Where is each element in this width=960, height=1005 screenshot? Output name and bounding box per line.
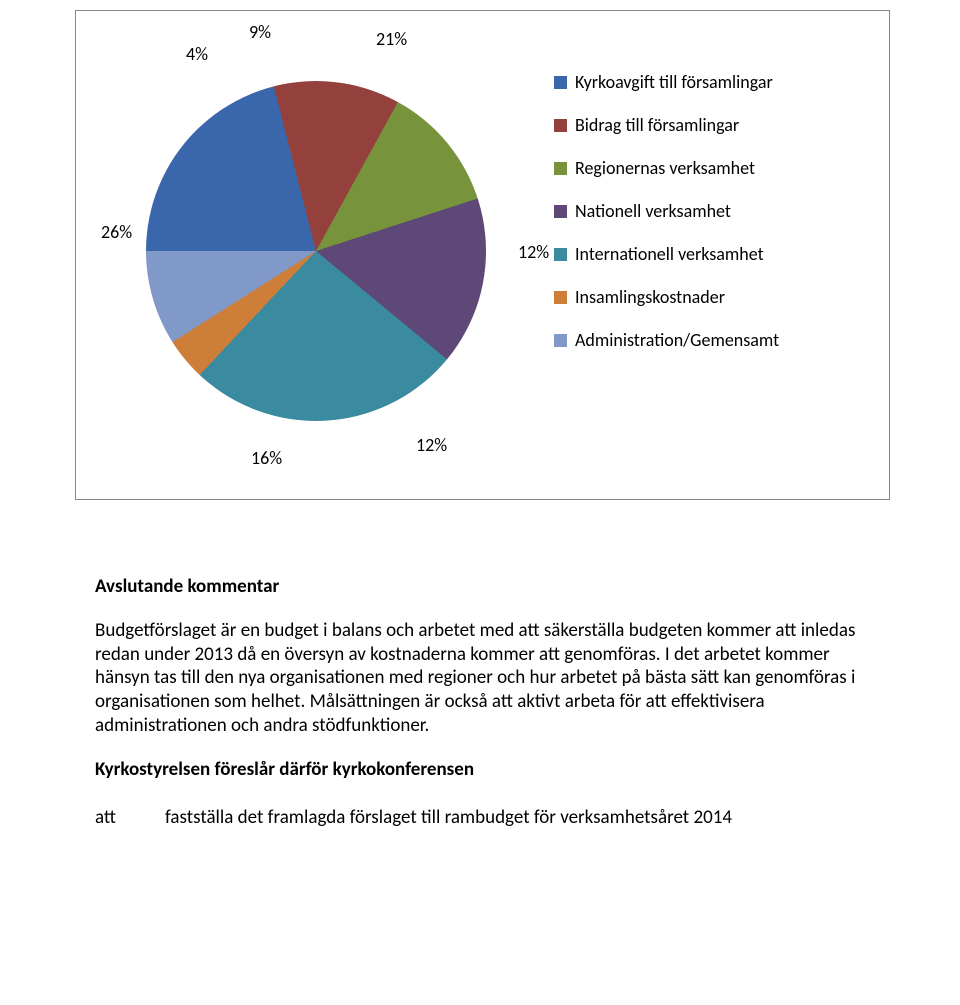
legend-swatch <box>554 205 567 218</box>
legend-label: Nationell verksamhet <box>575 200 731 222</box>
legend-label: Insamlingskostnader <box>575 286 725 308</box>
pie-graphic <box>146 81 486 421</box>
proposal-heading: Kyrkostyrelsen föreslår därför kyrkokonf… <box>95 758 870 782</box>
legend-label: Administration/Gemensamt <box>575 329 779 351</box>
legend-swatch <box>554 248 567 261</box>
pct-label: 16% <box>251 447 282 469</box>
legend-swatch <box>554 334 567 347</box>
pct-label: 4% <box>186 43 208 65</box>
legend-swatch <box>554 162 567 175</box>
closing-comment-heading: Avslutande kommentar <box>95 575 870 599</box>
resolution-att: att <box>95 806 165 830</box>
legend-item: Regionernas verksamhet <box>554 157 874 179</box>
pie-chart: 21%12%12%16%26%4%9% <box>86 21 526 481</box>
closing-comment-paragraph: Budgetförslaget är en budget i balans oc… <box>95 619 870 738</box>
legend-swatch <box>554 76 567 89</box>
legend-label: Bidrag till församlingar <box>575 114 739 136</box>
pct-label: 26% <box>101 221 132 243</box>
legend-item: Administration/Gemensamt <box>554 329 874 351</box>
pie-chart-box: 21% 12% 12% 16% 26% 4% 9% Kyrkoavgift till för… <box>75 10 890 500</box>
resolution-line: att fastställa det framlagda förslaget t… <box>95 806 870 830</box>
legend-swatch <box>554 291 567 304</box>
legend-swatch <box>554 119 567 132</box>
chart-legend: Kyrkoavgift till församlingar Bidrag till… <box>554 71 874 372</box>
legend-item: Bidrag till församlingar <box>554 114 874 136</box>
pct-label: 21% <box>376 28 407 50</box>
legend-item: Nationell verksamhet <box>554 200 874 222</box>
legend-label: Regionernas verksamhet <box>575 157 755 179</box>
legend-item: Kyrkoavgift till församlingar <box>554 71 874 93</box>
pct-label: 12% <box>518 241 549 263</box>
legend-label: Internationell verksamhet <box>575 243 764 265</box>
resolution-text: fastställa det framlagda förslaget till … <box>165 806 732 830</box>
pct-label: 12% <box>416 434 447 456</box>
pct-label: 9% <box>249 21 271 43</box>
legend-item: Insamlingskostnader <box>554 286 874 308</box>
legend-label: Kyrkoavgift till församlingar <box>575 71 773 93</box>
legend-item: Internationell verksamhet <box>554 243 874 265</box>
